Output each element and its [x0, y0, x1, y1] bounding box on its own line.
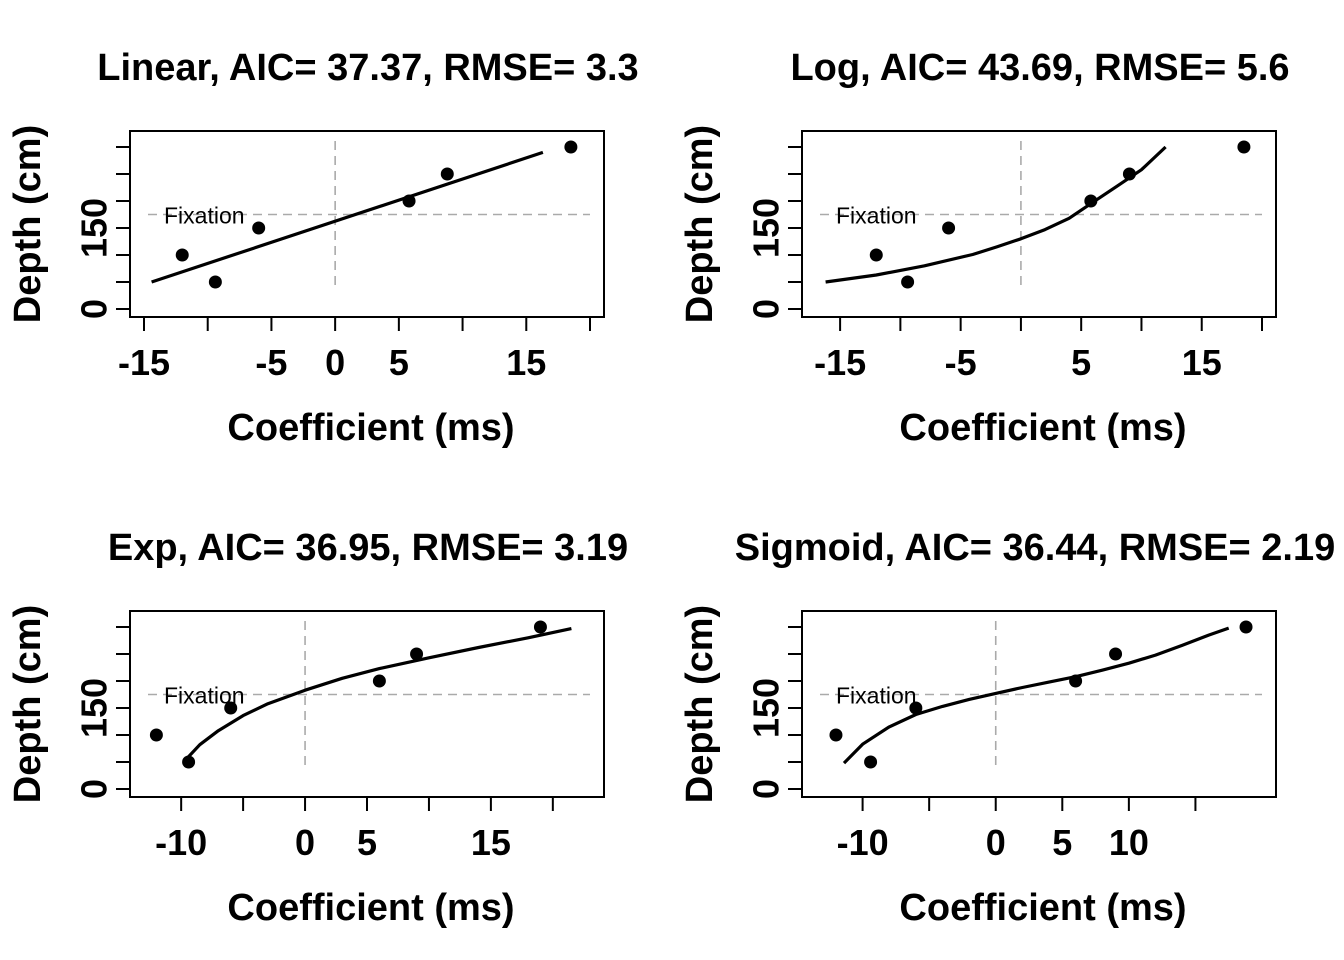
- y-axis-label: Depth (cm): [679, 125, 721, 323]
- data-point: [869, 248, 883, 262]
- data-point: [901, 275, 915, 289]
- fit-curve: [182, 627, 572, 764]
- y-tick-label: 0: [74, 299, 115, 319]
- data-point: [829, 728, 843, 742]
- data-point: [864, 755, 878, 769]
- plot-frame: [801, 610, 1277, 798]
- chart-title: Exp, AIC= 36.95, RMSE= 3.19: [108, 527, 628, 569]
- data-point: [175, 248, 189, 262]
- data-point: [1239, 620, 1253, 634]
- y-axis-label: Depth (cm): [7, 125, 49, 323]
- panel-4: Sigmoid, AIC= 36.44, RMSE= 2.19 Fixation 0…: [679, 527, 1335, 929]
- x-axis-label: Coefficient (ms): [227, 407, 514, 449]
- x-tick-label: 15: [1182, 342, 1222, 383]
- fixation-label: Fixation: [836, 203, 917, 229]
- panel-1: Linear, AIC= 37.37, RMSE= 3.3 Fixation 0 15…: [7, 47, 639, 449]
- x-tick-label: 5: [357, 822, 377, 863]
- x-tick-label: -10: [155, 822, 207, 863]
- x-axis-label: Coefficient (ms): [227, 887, 514, 929]
- x-tick-label: -5: [945, 342, 977, 383]
- data-point: [372, 674, 386, 688]
- y-tick-label: 150: [74, 198, 115, 258]
- fit-curve: [825, 145, 1167, 284]
- chart-title: Linear, AIC= 37.37, RMSE= 3.3: [97, 47, 638, 89]
- x-axis-label: Coefficient (ms): [899, 407, 1186, 449]
- x-tick-label: -15: [118, 342, 170, 383]
- x-axis-label: Coefficient (ms): [899, 887, 1186, 929]
- y-axis-label: Depth (cm): [7, 605, 49, 803]
- data-point: [252, 221, 266, 235]
- fixation-label: Fixation: [836, 683, 917, 709]
- plot-frame: [129, 130, 605, 318]
- data-point: [402, 194, 416, 208]
- y-axis-label: Depth (cm): [679, 605, 721, 803]
- x-tick-label: 5: [1052, 822, 1072, 863]
- x-tick-label: 0: [325, 342, 345, 383]
- x-tick-label: 0: [986, 822, 1006, 863]
- fit-curve: [151, 150, 544, 284]
- fixation-label: Fixation: [164, 203, 245, 229]
- x-tick-label: 10: [1109, 822, 1149, 863]
- data-point: [208, 275, 222, 289]
- y-tick-label: 150: [746, 678, 787, 738]
- x-tick-label: 5: [389, 342, 409, 383]
- chart-title: Sigmoid, AIC= 36.44, RMSE= 2.19: [735, 527, 1336, 569]
- plot-frame: [801, 130, 1277, 318]
- y-tick-label: 0: [746, 779, 787, 799]
- y-tick-label: 150: [74, 678, 115, 738]
- data-point: [149, 728, 163, 742]
- data-point: [224, 701, 238, 715]
- data-point: [182, 755, 196, 769]
- panel-3: Exp, AIC= 36.95, RMSE= 3.19Fixation0150-…: [7, 527, 628, 929]
- data-point: [1069, 674, 1083, 688]
- panel-2: Log, AIC= 43.69, RMSE= 5.6 Fixation 0 150 -1…: [679, 47, 1290, 449]
- data-point: [1084, 194, 1098, 208]
- x-tick-label: 15: [471, 822, 511, 863]
- data-point: [564, 140, 578, 154]
- x-tick-label: 5: [1071, 342, 1091, 383]
- x-tick-label: -5: [255, 342, 287, 383]
- data-point: [909, 701, 923, 715]
- data-point: [533, 620, 547, 634]
- y-tick-label: 150: [746, 198, 787, 258]
- data-point: [1237, 140, 1251, 154]
- y-tick-label: 0: [746, 299, 787, 319]
- y-tick-label: 0: [74, 779, 115, 799]
- x-tick-label: -10: [837, 822, 889, 863]
- x-tick-label: 0: [295, 822, 315, 863]
- chart-title: Log, AIC= 43.69, RMSE= 5.6: [790, 47, 1289, 89]
- data-point: [942, 221, 956, 235]
- data-point: [410, 647, 424, 661]
- data-point: [440, 167, 454, 181]
- x-tick-label: -15: [814, 342, 866, 383]
- data-point: [1122, 167, 1136, 181]
- fit-curve: [842, 626, 1230, 765]
- x-tick-label: 15: [506, 342, 546, 383]
- data-point: [1109, 647, 1123, 661]
